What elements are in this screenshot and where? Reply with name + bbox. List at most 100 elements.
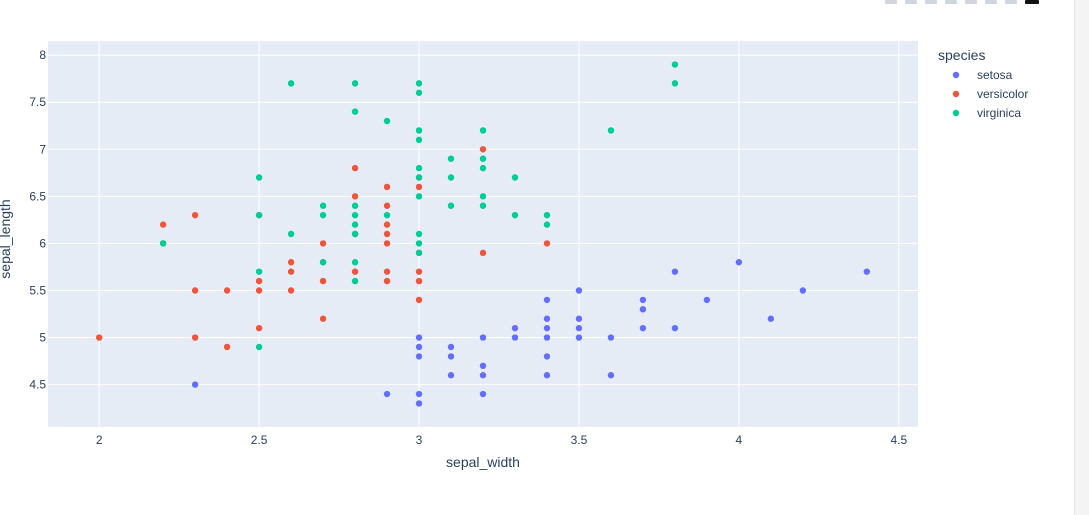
point-virginica[interactable] [511, 174, 519, 181]
point-versicolor[interactable] [415, 183, 423, 191]
point-setosa[interactable] [639, 296, 647, 304]
point-virginica[interactable] [415, 164, 423, 172]
point-versicolor[interactable] [415, 268, 423, 275]
point-setosa[interactable] [543, 353, 551, 360]
point-virginica[interactable] [351, 277, 359, 285]
point-versicolor[interactable] [95, 334, 103, 341]
legend-item-versicolor[interactable]: versicolor [952, 87, 1029, 101]
point-versicolor[interactable] [287, 287, 295, 294]
point-virginica[interactable] [415, 136, 423, 144]
point-virginica[interactable] [351, 259, 359, 266]
point-setosa[interactable] [511, 324, 519, 332]
point-virginica[interactable] [351, 211, 359, 219]
pan-icon[interactable] [925, 0, 937, 4]
point-versicolor[interactable] [319, 240, 327, 247]
point-versicolor[interactable] [383, 183, 391, 191]
point-virginica[interactable] [415, 240, 423, 247]
point-setosa[interactable] [479, 372, 487, 379]
point-versicolor[interactable] [543, 240, 551, 247]
point-setosa[interactable] [415, 353, 423, 360]
point-virginica[interactable] [351, 230, 359, 238]
point-virginica[interactable] [255, 268, 263, 275]
point-versicolor[interactable] [319, 315, 327, 322]
point-setosa[interactable] [575, 287, 583, 294]
point-virginica[interactable] [351, 108, 359, 115]
point-virginica[interactable] [287, 230, 295, 238]
point-setosa[interactable] [575, 334, 583, 341]
point-setosa[interactable] [543, 334, 551, 341]
point-virginica[interactable] [383, 117, 391, 125]
zoom-in-icon[interactable] [965, 0, 977, 4]
point-setosa[interactable] [415, 334, 423, 341]
point-virginica[interactable] [319, 259, 327, 266]
point-virginica[interactable] [415, 249, 423, 257]
point-setosa[interactable] [703, 296, 711, 304]
point-setosa[interactable] [799, 287, 807, 294]
point-virginica[interactable] [415, 89, 423, 96]
point-versicolor[interactable] [479, 146, 487, 153]
point-virginica[interactable] [415, 193, 423, 200]
point-setosa[interactable] [543, 324, 551, 332]
point-versicolor[interactable] [191, 211, 199, 219]
point-virginica[interactable] [415, 80, 423, 87]
point-virginica[interactable] [287, 80, 295, 87]
zoom-icon[interactable] [905, 0, 917, 4]
point-setosa[interactable] [607, 372, 615, 379]
point-setosa[interactable] [447, 353, 455, 360]
point-setosa[interactable] [543, 315, 551, 322]
point-versicolor[interactable] [383, 230, 391, 238]
point-setosa[interactable] [767, 315, 775, 322]
scrollbar[interactable] [1074, 0, 1089, 515]
point-versicolor[interactable] [415, 277, 423, 285]
point-virginica[interactable] [351, 80, 359, 87]
point-setosa[interactable] [479, 362, 487, 370]
point-setosa[interactable] [543, 296, 551, 304]
point-versicolor[interactable] [351, 164, 359, 172]
point-virginica[interactable] [479, 164, 487, 172]
point-versicolor[interactable] [383, 268, 391, 275]
point-setosa[interactable] [511, 334, 519, 341]
point-versicolor[interactable] [319, 277, 327, 285]
point-versicolor[interactable] [223, 287, 231, 294]
point-virginica[interactable] [447, 202, 455, 209]
point-virginica[interactable] [383, 211, 391, 219]
point-setosa[interactable] [415, 400, 423, 407]
camera-icon[interactable] [885, 0, 897, 4]
point-setosa[interactable] [575, 315, 583, 322]
point-virginica[interactable] [607, 127, 615, 134]
legend-item-setosa[interactable]: setosa [952, 68, 1013, 82]
modebar[interactable] [885, 0, 1039, 6]
point-versicolor[interactable] [351, 268, 359, 275]
point-setosa[interactable] [575, 324, 583, 332]
point-setosa[interactable] [735, 259, 743, 266]
point-setosa[interactable] [415, 390, 423, 398]
point-setosa[interactable] [447, 372, 455, 379]
point-virginica[interactable] [479, 193, 487, 200]
point-virginica[interactable] [319, 211, 327, 219]
legend-item-virginica[interactable]: virginica [952, 106, 1022, 120]
point-virginica[interactable] [447, 155, 455, 162]
point-setosa[interactable] [543, 372, 551, 379]
point-virginica[interactable] [159, 240, 167, 247]
autoscale-icon[interactable] [1005, 0, 1017, 4]
point-virginica[interactable] [255, 174, 263, 181]
point-versicolor[interactable] [383, 202, 391, 209]
point-versicolor[interactable] [351, 193, 359, 200]
point-versicolor[interactable] [287, 268, 295, 275]
point-virginica[interactable] [447, 174, 455, 181]
point-setosa[interactable] [479, 390, 487, 398]
point-setosa[interactable] [607, 334, 615, 341]
point-setosa[interactable] [383, 390, 391, 398]
point-virginica[interactable] [511, 211, 519, 219]
point-versicolor[interactable] [191, 287, 199, 294]
point-versicolor[interactable] [383, 240, 391, 247]
box-select-icon[interactable] [945, 0, 957, 4]
point-setosa[interactable] [863, 268, 871, 275]
point-virginica[interactable] [479, 127, 487, 134]
point-versicolor[interactable] [223, 343, 231, 351]
point-versicolor[interactable] [287, 259, 295, 266]
point-setosa[interactable] [447, 343, 455, 351]
point-versicolor[interactable] [415, 296, 423, 304]
point-versicolor[interactable] [383, 277, 391, 285]
point-virginica[interactable] [543, 211, 551, 219]
